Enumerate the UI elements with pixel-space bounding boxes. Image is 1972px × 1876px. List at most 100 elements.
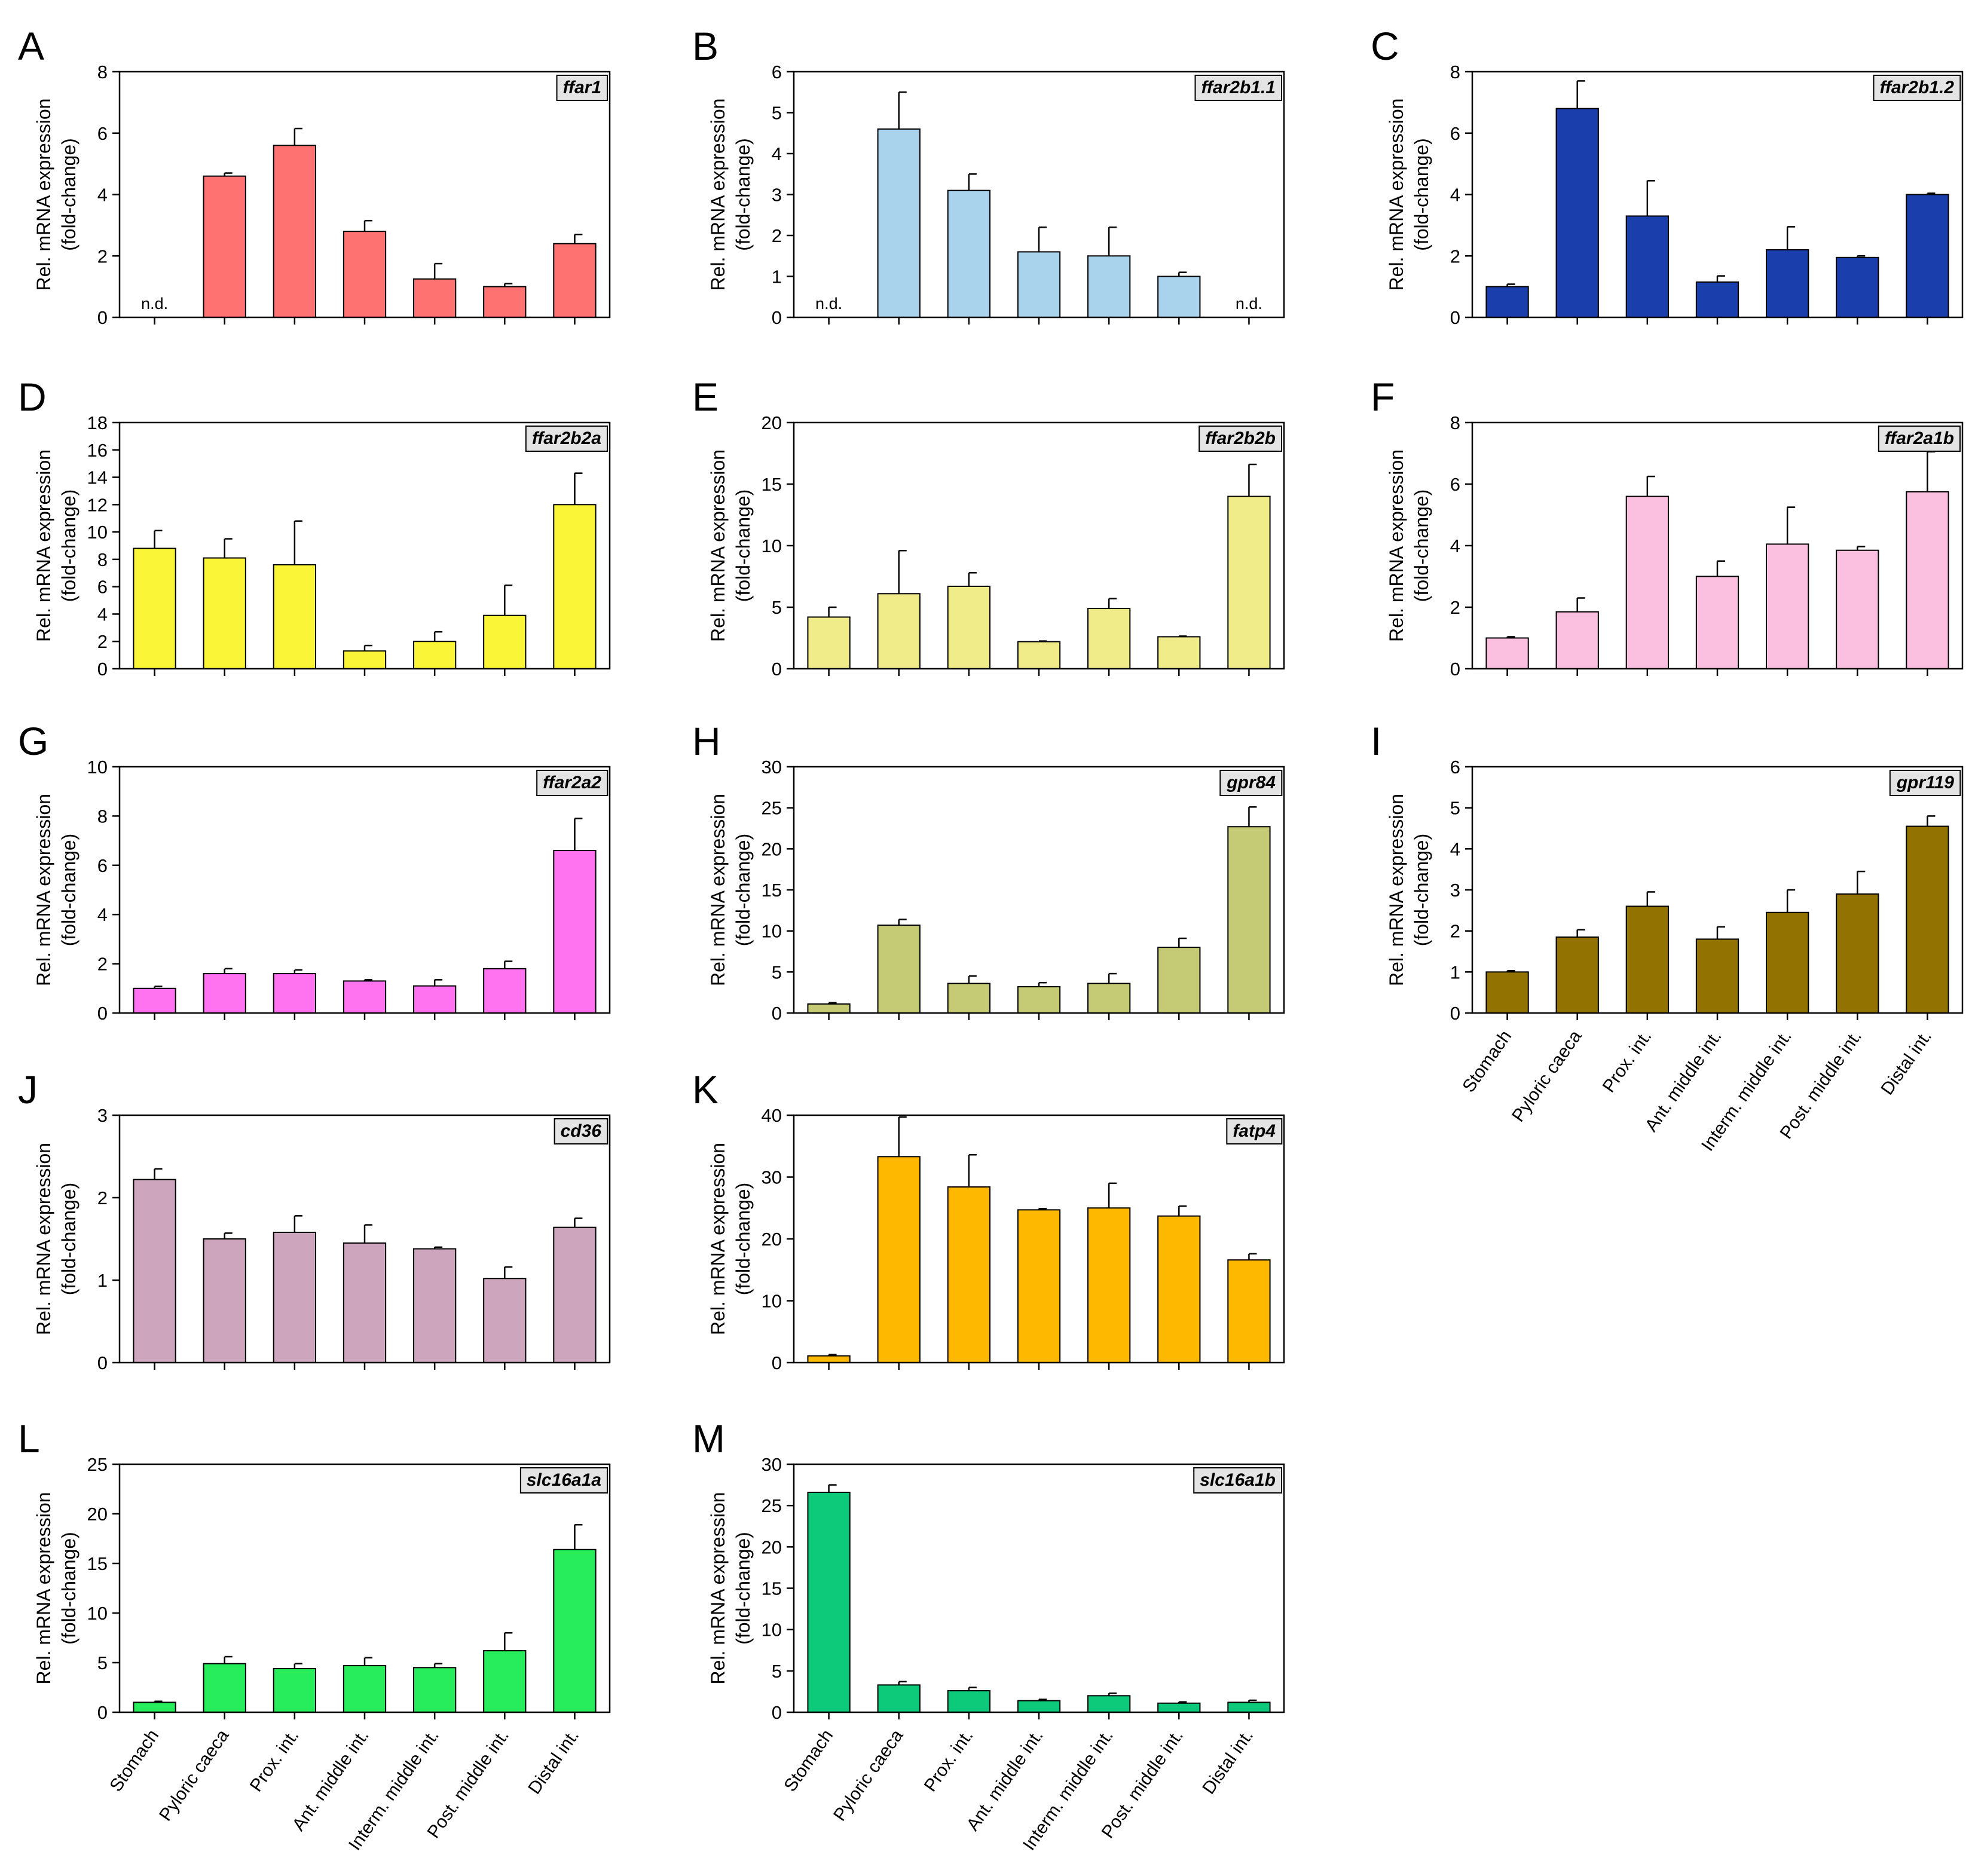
y-tick-label: 10 [762,1291,782,1312]
plot-frame [1471,766,1964,1014]
y-tick-label: 0 [772,1003,782,1024]
y-tick-label: 15 [762,1578,782,1599]
y-tick-label: 4 [1450,535,1460,556]
y-tick-label: 20 [762,1229,782,1250]
bar [273,973,317,1014]
y-axis-label: Rel. mRNA expression (fold-change) [1386,794,1432,986]
bar [1157,636,1201,669]
y-tick-label: 1 [1450,962,1460,983]
plot-frame [793,766,1285,1014]
y-axis-label-line1: Rel. mRNA expression [33,1143,54,1335]
y-tick-label: 2 [772,225,782,246]
bar [1555,936,1599,1014]
bar [1625,495,1670,669]
plot-frame [118,1463,611,1713]
y-tick-label: 0 [1450,1003,1460,1024]
y-axis-label: Rel. mRNA expression (fold-change) [33,1143,80,1335]
panel-f: F Rel. mRNA expression (fold-change) 0 2 4 6 8 f… [1371,375,1964,680]
bar [1695,281,1739,319]
y-tick-label: 0 [772,659,782,680]
y-axis-label-line2: (fold-change) [732,1532,754,1645]
panel-c: C Rel. mRNA expression (fold-change) 0 2 4 6 8 f… [1371,24,1964,328]
bar [413,1248,457,1364]
panel-m: M Rel. mRNA expression (fold-change) 0 5 10 15… [692,1416,1285,1854]
bar [1157,276,1201,318]
y-tick-label: 3 [772,185,782,206]
gene-label-box [1878,426,1961,452]
nd-label: n.d. [141,295,168,313]
y-tick-label: 6 [1450,757,1460,778]
y-axis-label: Rel. mRNA expression (fold-change) [707,1143,754,1335]
x-category-label: Prox. int. [1599,1027,1656,1096]
gene-label: slc16a1a [527,1470,601,1490]
bar [553,504,597,669]
y-tick-label: 0 [1450,659,1460,680]
y-tick-label: 16 [87,440,108,461]
y-tick-label: 5 [772,1661,782,1682]
bar [413,278,457,318]
y-tick-label: 8 [97,549,108,570]
y-axis-label-line1: Rel. mRNA expression [707,794,729,986]
y-axis-label-line2: (fold-change) [58,1183,80,1296]
plot-frame [118,766,611,1014]
plot-frame [118,71,611,319]
y-tick-label: 1 [772,267,782,287]
bar [1836,549,1879,669]
gene-label: gpr84 [1226,773,1276,792]
bar [877,925,921,1014]
gene-label: cd36 [561,1121,602,1141]
panel-letter: C [1371,24,1399,68]
bar [1157,1215,1201,1363]
y-tick-label: 15 [762,474,782,495]
y-axis-label-line2: (fold-change) [732,138,754,251]
plot-frame [793,71,1285,319]
y-axis-label-line2: (fold-change) [58,1532,80,1645]
panel-letter: H [692,719,721,763]
gene-label: ffar2a1b [1885,429,1954,448]
bar [807,1492,851,1713]
y-tick-label: 10 [762,535,782,556]
y-axis-label-line1: Rel. mRNA expression [33,1492,54,1685]
bar [947,585,990,669]
bar [553,1226,597,1363]
bar [1017,1700,1061,1713]
y-tick-label: 6 [97,855,108,876]
y-axis-label: Rel. mRNA expression (fold-change) [707,99,754,291]
y-axis-label: Rel. mRNA expression (fold-change) [1386,449,1432,642]
bar [1906,825,1949,1014]
bar [1087,983,1131,1014]
bar [553,243,597,319]
y-axis-label-line2: (fold-change) [732,834,754,947]
gene-label: gpr119 [1896,773,1954,792]
bar [133,1179,176,1363]
y-tick-label: 5 [1450,798,1460,819]
y-axis-label-line1: Rel. mRNA expression [707,1492,729,1685]
bar [947,1690,990,1713]
nd-label: n.d. [1236,295,1262,313]
y-axis-label-line2: (fold-change) [58,834,80,947]
y-axis-label-line1: Rel. mRNA expression [1386,794,1407,986]
bar [203,557,246,669]
bar [553,850,597,1014]
y-tick-label: 40 [762,1105,782,1126]
y-tick-label: 0 [772,1352,782,1373]
bar [1227,1701,1271,1713]
bar [1017,251,1061,318]
bar [947,1186,990,1364]
y-tick-label: 10 [762,1620,782,1641]
y-tick-label: 8 [1450,62,1460,82]
y-axis-label-line2: (fold-change) [1411,489,1432,602]
y-tick-label: 2 [97,1188,108,1208]
y-tick-label: 6 [1450,474,1460,495]
y-tick-label: 2 [97,631,108,652]
gene-label-box [1193,1467,1282,1494]
gene-label: ffar2b2a [532,429,601,448]
bar [343,980,387,1014]
bar [1766,543,1809,669]
y-axis-label-line1: Rel. mRNA expression [1386,99,1407,291]
y-tick-label: 0 [97,1352,108,1373]
y-tick-label: 10 [762,921,782,942]
panel-letter: E [692,375,719,419]
y-tick-label: 15 [762,880,782,901]
gene-label: slc16a1b [1200,1470,1276,1490]
